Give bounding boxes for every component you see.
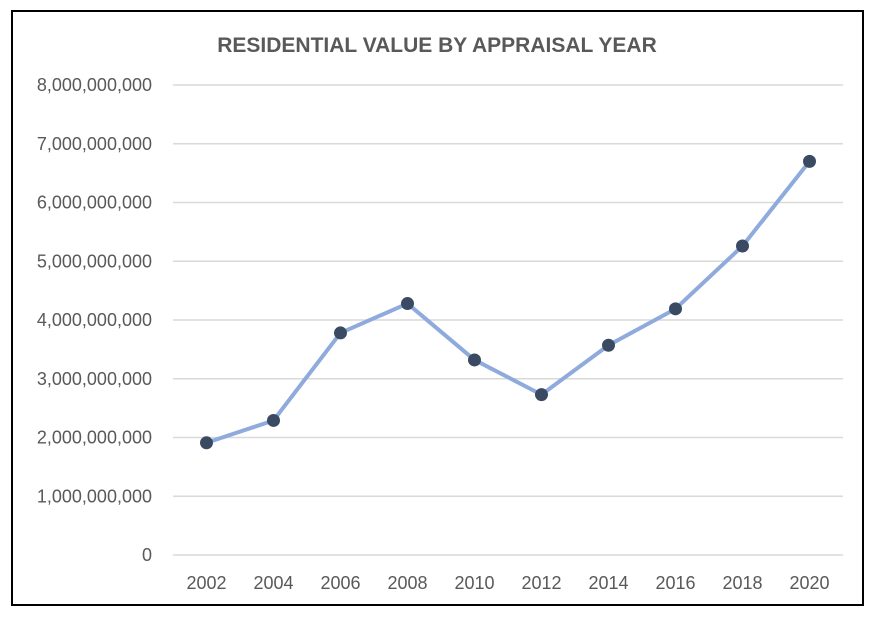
x-tick-label: 2012 (521, 573, 561, 593)
y-tick-label: 8,000,000,000 (37, 75, 152, 95)
chart-title: RESIDENTIAL VALUE BY APPRAISAL YEAR (217, 34, 657, 57)
x-tick-label: 2008 (387, 573, 427, 593)
data-point (736, 239, 749, 253)
data-point (602, 338, 615, 352)
x-tick-label: 2014 (588, 573, 628, 593)
data-point (200, 436, 213, 450)
x-tick-label: 2016 (655, 573, 695, 593)
y-tick-label: 5,000,000,000 (37, 251, 152, 271)
x-tick-label: 2004 (253, 573, 293, 593)
data-point (267, 413, 280, 427)
y-tick-label: 6,000,000,000 (37, 193, 152, 213)
y-tick-label: 1,000,000,000 (37, 486, 152, 506)
data-point (535, 388, 548, 402)
data-point (669, 302, 682, 316)
y-tick-label: 2,000,000,000 (37, 428, 152, 448)
y-tick-label: 3,000,000,000 (37, 369, 152, 389)
y-tick-label: 7,000,000,000 (37, 134, 152, 154)
data-point (401, 297, 414, 311)
data-point (334, 326, 347, 340)
y-tick-label: 4,000,000,000 (37, 310, 152, 330)
data-point (468, 353, 481, 367)
x-tick-label: 2006 (320, 573, 360, 593)
x-tick-label: 2020 (789, 573, 829, 593)
x-tick-label: 2010 (454, 573, 494, 593)
chart-frame (11, 10, 864, 606)
x-tick-label: 2018 (722, 573, 762, 593)
x-tick-label: 2002 (186, 573, 226, 593)
data-point (803, 154, 816, 168)
y-tick-label: 0 (142, 545, 152, 565)
series-line (205, 160, 812, 445)
